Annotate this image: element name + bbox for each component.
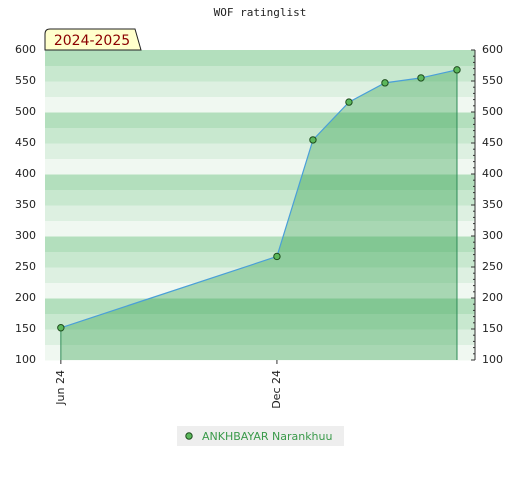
y2-tick-label: 400	[482, 167, 503, 180]
y2-tick-label: 150	[482, 322, 503, 335]
y2-tick-label: 550	[482, 74, 503, 87]
y-tick-label: 600	[15, 43, 36, 56]
background-band	[45, 50, 475, 66]
y-tick-label: 100	[15, 353, 36, 366]
x-tick-label: Dec 24	[270, 370, 283, 409]
y2-tick-label: 350	[482, 198, 503, 211]
point	[309, 136, 317, 144]
background-band	[45, 298, 475, 314]
y-tick-label: 150	[15, 322, 36, 335]
background-band	[45, 282, 475, 299]
y-tick-label: 350	[15, 198, 36, 211]
y2-tick-label: 250	[482, 260, 503, 273]
y-tick-label: 550	[15, 74, 36, 87]
y2-tick-label: 300	[482, 229, 503, 242]
legend-box	[177, 426, 344, 446]
background-band	[45, 143, 475, 159]
y2-tick-label: 450	[482, 136, 503, 149]
point	[57, 324, 65, 332]
background-band	[45, 220, 475, 237]
y2-tick-label: 600	[482, 43, 503, 56]
background-band	[45, 65, 475, 82]
background-band	[45, 96, 475, 113]
background-band	[45, 174, 475, 190]
y-tick-label: 400	[15, 167, 36, 180]
background-band	[45, 267, 475, 283]
badge-text: 2024-2025	[54, 33, 130, 49]
background-band	[45, 127, 475, 144]
y-tick-label: 200	[15, 291, 36, 304]
badge-box	[44, 28, 142, 51]
background-band	[45, 236, 475, 252]
legend-label: ANKHBAYAR Narankhuu	[202, 430, 332, 443]
background-band	[45, 112, 475, 128]
y-tick-label: 250	[15, 260, 36, 273]
background-band	[45, 158, 475, 175]
chart-title: WOF ratinglist	[214, 6, 307, 19]
background-band	[45, 189, 475, 206]
y-tick-label: 450	[15, 136, 36, 149]
y2-tick-label: 100	[482, 353, 503, 366]
legend: ANKHBAYAR Narankhuu	[177, 426, 344, 446]
y2-tick-label: 200	[482, 291, 503, 304]
background-band	[45, 81, 475, 97]
y-tick-label: 500	[15, 105, 36, 118]
point	[417, 74, 425, 82]
badge: 2024-2025	[44, 28, 142, 51]
background-band	[45, 344, 475, 361]
background-band	[45, 205, 475, 221]
point	[453, 66, 461, 74]
point	[273, 252, 281, 261]
background-band	[45, 329, 475, 345]
area	[60, 69, 457, 360]
point	[345, 98, 353, 106]
x-tick-label: Jun 24	[54, 370, 67, 406]
legend-marker	[185, 432, 193, 440]
y2-tick-label: 500	[482, 105, 503, 118]
background-band	[45, 313, 475, 330]
point	[381, 79, 389, 87]
background-band	[45, 251, 475, 268]
y-tick-label: 300	[15, 229, 36, 242]
